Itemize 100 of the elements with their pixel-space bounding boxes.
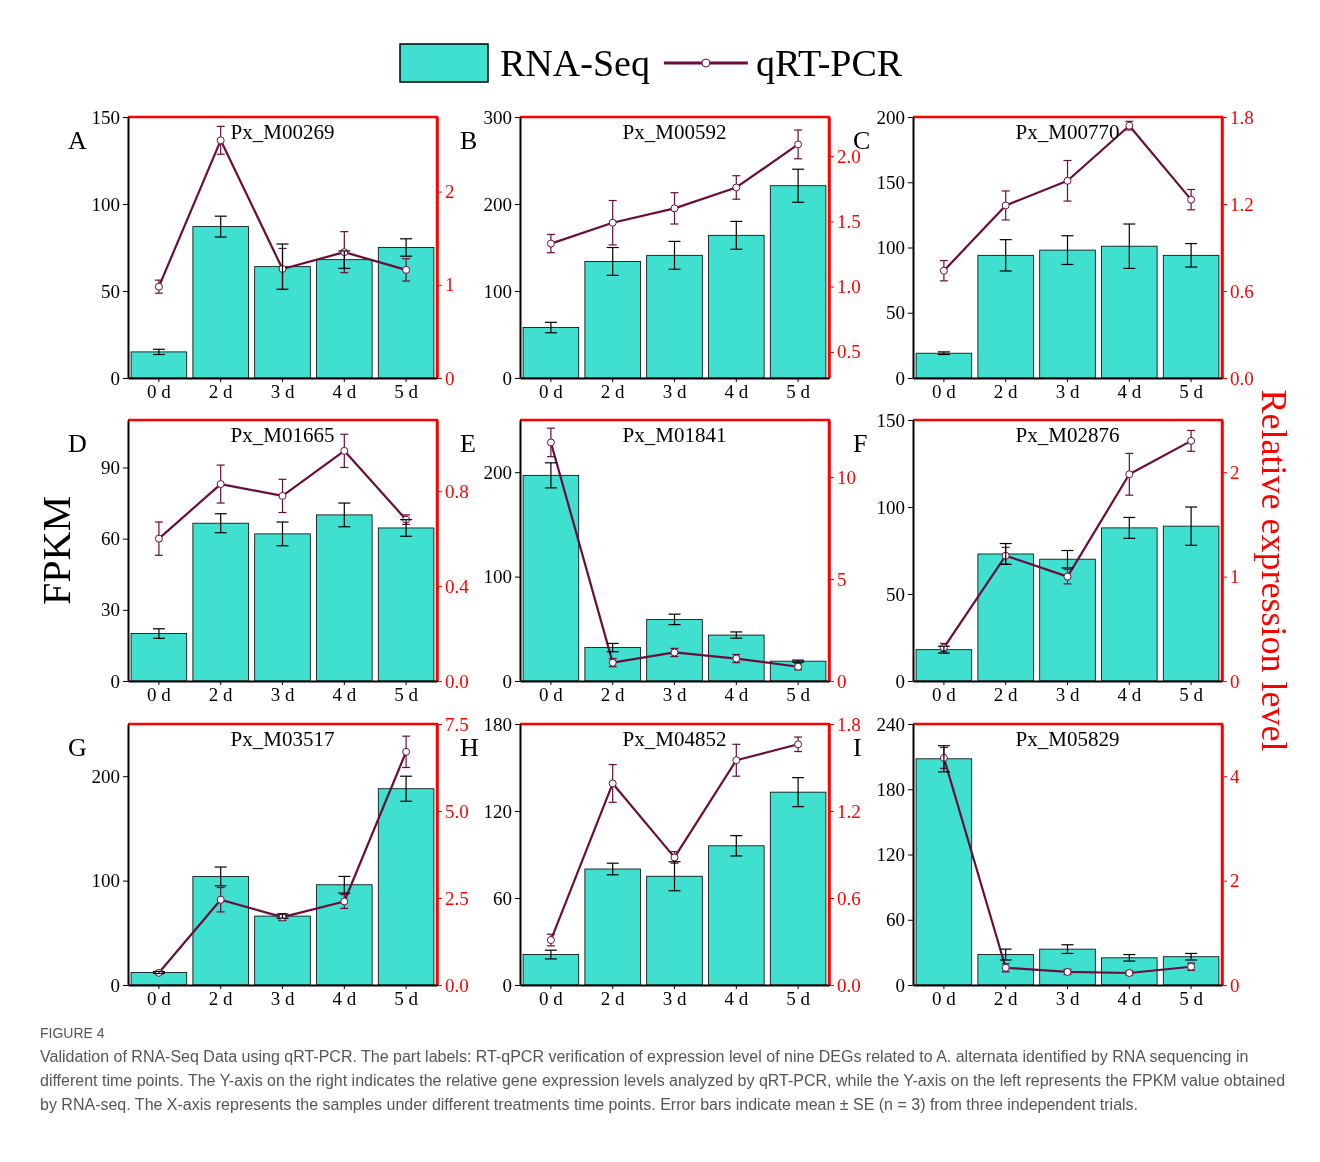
text: H — [460, 733, 479, 762]
x-tick-label: 4 d — [1117, 381, 1142, 403]
y-tick-label: 300 — [483, 106, 512, 128]
y-tick-label: 240 — [876, 713, 905, 735]
y2-tick-label: 0.0 — [837, 974, 861, 996]
y-tick-label: 0 — [502, 974, 512, 996]
legend-label: qRT-PCR — [755, 42, 903, 84]
x-tick-label: 2 d — [208, 988, 234, 1010]
x-tick-label: 2 d — [600, 988, 626, 1010]
x-tick-label: 0 d — [539, 988, 564, 1010]
y2-tick-label: 0.0 — [445, 974, 469, 996]
y-axis-title: FPKM — [34, 496, 79, 605]
y-tick-label: 50 — [886, 583, 905, 605]
y-tick-label: 200 — [483, 193, 512, 215]
text: F — [853, 429, 868, 458]
x-tick-label: 5 d — [394, 684, 419, 706]
y-tick-label: 200 — [483, 461, 512, 483]
y-tick-label: 0 — [502, 367, 512, 389]
y-tick-label: 60 — [886, 909, 905, 931]
y2-tick-label: 1.5 — [837, 210, 861, 232]
x-tick-label: 3 d — [270, 988, 295, 1010]
x-tick-label: 3 d — [662, 988, 687, 1010]
x-tick-label: 0 d — [932, 684, 957, 706]
y2-tick-label: 0 — [1230, 670, 1240, 692]
y2-tick-label: 5.0 — [445, 800, 469, 822]
y-tick-label: 0 — [110, 974, 120, 996]
chart-title: Px_M01841 — [622, 423, 727, 447]
y2-tick-label: 1 — [445, 274, 455, 296]
y2-tick-label: 2 — [1230, 870, 1240, 892]
x-tick-label: 5 d — [1179, 684, 1204, 706]
y2-tick-label: 4 — [1230, 765, 1240, 787]
y-tick-label: 0 — [895, 974, 905, 996]
chart-title: Px_M00592 — [622, 120, 727, 144]
y2-tick-label: 0.6 — [1230, 280, 1254, 302]
x-tick-label: 4 d — [724, 988, 749, 1010]
x-tick-label: 2 d — [993, 988, 1019, 1010]
y-tick-label: 180 — [876, 778, 905, 800]
text: I — [853, 733, 862, 762]
x-tick-label: 0 d — [932, 381, 957, 403]
x-tick-label: 3 d — [1055, 381, 1080, 403]
x-tick-label: 0 d — [932, 988, 957, 1010]
chart-title: Px_M03517 — [230, 727, 335, 751]
y2-tick-label: 1.2 — [1230, 193, 1254, 215]
chart-title: Px_M00269 — [230, 120, 335, 144]
y-tick-label: 100 — [876, 496, 905, 518]
x-tick-label: 3 d — [270, 684, 295, 706]
y-tick-label: 90 — [101, 457, 120, 479]
y-tick-label: 0 — [502, 670, 512, 692]
x-tick-label: 4 d — [724, 381, 749, 403]
chart-title: Px_M02876 — [1015, 423, 1120, 447]
chart-title: Px_M00770 — [1015, 120, 1120, 144]
x-tick-label: 2 d — [208, 381, 234, 403]
y2-axis-title: Relative expression level — [1254, 389, 1294, 752]
y-tick-label: 0 — [895, 670, 905, 692]
y-tick-label: 120 — [483, 800, 512, 822]
text: B — [460, 126, 478, 155]
y-tick-label: 50 — [101, 280, 120, 302]
y-tick-label: 100 — [91, 870, 120, 892]
y2-tick-label: 2 — [445, 181, 455, 203]
x-tick-label: 3 d — [1055, 684, 1080, 706]
text: D — [68, 429, 87, 458]
x-tick-label: 2 d — [993, 381, 1019, 403]
x-tick-label: 3 d — [270, 381, 295, 403]
y-tick-label: 150 — [876, 409, 905, 431]
x-tick-label: 5 d — [1179, 988, 1204, 1010]
x-tick-label: 4 d — [332, 684, 357, 706]
y-tick-label: 100 — [91, 193, 120, 215]
y2-tick-label: 0 — [1230, 974, 1240, 996]
y-tick-label: 150 — [876, 171, 905, 193]
y2-tick-label: 0 — [837, 670, 847, 692]
text: E — [460, 429, 476, 458]
y2-tick-label: 1.8 — [837, 713, 861, 735]
x-tick-label: 4 d — [332, 381, 357, 403]
chart-title: Px_M04852 — [622, 727, 727, 751]
x-tick-label: 2 d — [600, 684, 626, 706]
x-tick-label: 4 d — [724, 684, 749, 706]
y-tick-label: 100 — [876, 237, 905, 259]
x-tick-label: 4 d — [1117, 684, 1142, 706]
y2-tick-label: 2.5 — [445, 887, 469, 909]
caption: FIGURE 4 — [40, 1025, 105, 1041]
x-tick-label: 5 d — [394, 381, 419, 403]
legend-label: RNA-Seq — [500, 42, 650, 84]
y2-tick-label: 1 — [1230, 566, 1240, 588]
x-tick-label: 5 d — [786, 684, 811, 706]
x-tick-label: 0 d — [539, 684, 564, 706]
y2-tick-label: 0.8 — [445, 480, 469, 502]
text: Validation of RNA-Seq Data using qRT-PCR. The part labels: RT-qPCR verification of expression level of nine DEGs related to A. alternata identified by RNA sequencing in different time points. The Y-axis on the right indicates the relative gene expression levels analyzed by qRT-PCR, while the Y-axis on the left represents the FPKM value obtained by RNA-seq. The X-axis represents the samples under different treatments time points. Error bars indicate mean ± SE (n = 3) from three independent trials. — [40, 1048, 1286, 1113]
y-tick-label: 60 — [101, 528, 120, 550]
y2-tick-label: 2 — [1230, 461, 1240, 483]
x-tick-label: 5 d — [394, 988, 419, 1010]
x-tick-label: 2 d — [208, 684, 234, 706]
chart-title: Px_M05829 — [1015, 727, 1120, 751]
x-tick-label: 3 d — [1055, 988, 1080, 1010]
y2-tick-label: 0 — [445, 367, 455, 389]
y-tick-label: 0 — [895, 367, 905, 389]
x-tick-label: 5 d — [1179, 381, 1204, 403]
y2-tick-label: 10 — [837, 466, 856, 488]
x-tick-label: 4 d — [332, 988, 357, 1010]
x-tick-label: 0 d — [147, 988, 172, 1010]
y-tick-label: 0 — [110, 670, 120, 692]
